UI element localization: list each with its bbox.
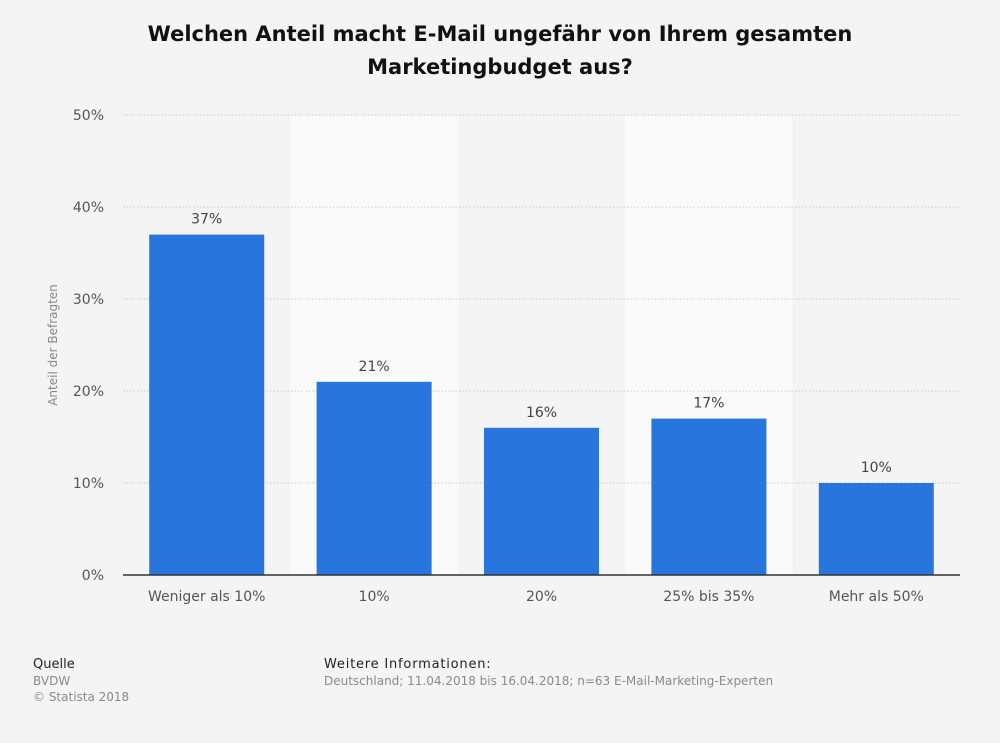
bar bbox=[818, 483, 934, 575]
x-tick-label: 10% bbox=[359, 589, 390, 605]
y-axis-ticks: 0% 10% 20% 30% 40% 50% bbox=[73, 108, 104, 584]
chart-title-line-1: Welchen Anteil macht E-Mail ungefähr von… bbox=[147, 22, 853, 46]
y-tick-label: 10% bbox=[73, 476, 104, 492]
x-tick-label: Mehr als 50% bbox=[829, 589, 924, 605]
info-block: Weitere Informationen: Deutschland; 11.0… bbox=[324, 657, 773, 689]
bar bbox=[484, 427, 599, 575]
bar bbox=[651, 418, 767, 575]
source-name: BVDW bbox=[33, 674, 71, 688]
data-label: 17% bbox=[693, 396, 724, 412]
bar bbox=[316, 381, 432, 575]
data-label: 37% bbox=[191, 212, 222, 228]
bar bbox=[149, 234, 265, 575]
y-tick-label: 50% bbox=[73, 108, 104, 124]
copyright: © Statista 2018 bbox=[33, 690, 130, 704]
chart-title-line-2: Marketingbudget aus? bbox=[367, 55, 633, 79]
y-tick-label: 30% bbox=[73, 292, 104, 308]
info-heading: Weitere Informationen: bbox=[324, 657, 492, 672]
x-tick-label: Weniger als 10% bbox=[148, 589, 265, 605]
x-axis-ticks: Weniger als 10% 10% 20% 25% bis 35% Mehr als… bbox=[148, 589, 924, 605]
data-label: 10% bbox=[861, 460, 892, 476]
data-label: 21% bbox=[359, 359, 390, 375]
data-label: 16% bbox=[526, 405, 557, 421]
y-tick-label: 20% bbox=[73, 384, 104, 400]
y-axis-label: Anteil der Befragten bbox=[46, 284, 60, 406]
x-tick-label: 25% bis 35% bbox=[663, 589, 754, 605]
bar-chart: 0% 10% 20% 30% 40% 50% 37% 21% 16% 17% 10% Wenige… bbox=[46, 108, 960, 605]
data-labels: 37% 21% 16% 17% 10% bbox=[191, 212, 892, 476]
y-tick-label: 40% bbox=[73, 200, 104, 216]
x-tick-label: 20% bbox=[526, 589, 557, 605]
source-heading: Quelle bbox=[33, 657, 75, 672]
info-text: Deutschland; 11.04.2018 bis 16.04.2018; … bbox=[324, 674, 774, 688]
y-tick-label: 0% bbox=[82, 568, 104, 584]
source-block: Quelle BVDW © Statista 2018 bbox=[33, 657, 129, 705]
bars bbox=[149, 234, 934, 575]
chart-title: Welchen Anteil macht E-Mail ungefähr von… bbox=[100, 18, 900, 84]
